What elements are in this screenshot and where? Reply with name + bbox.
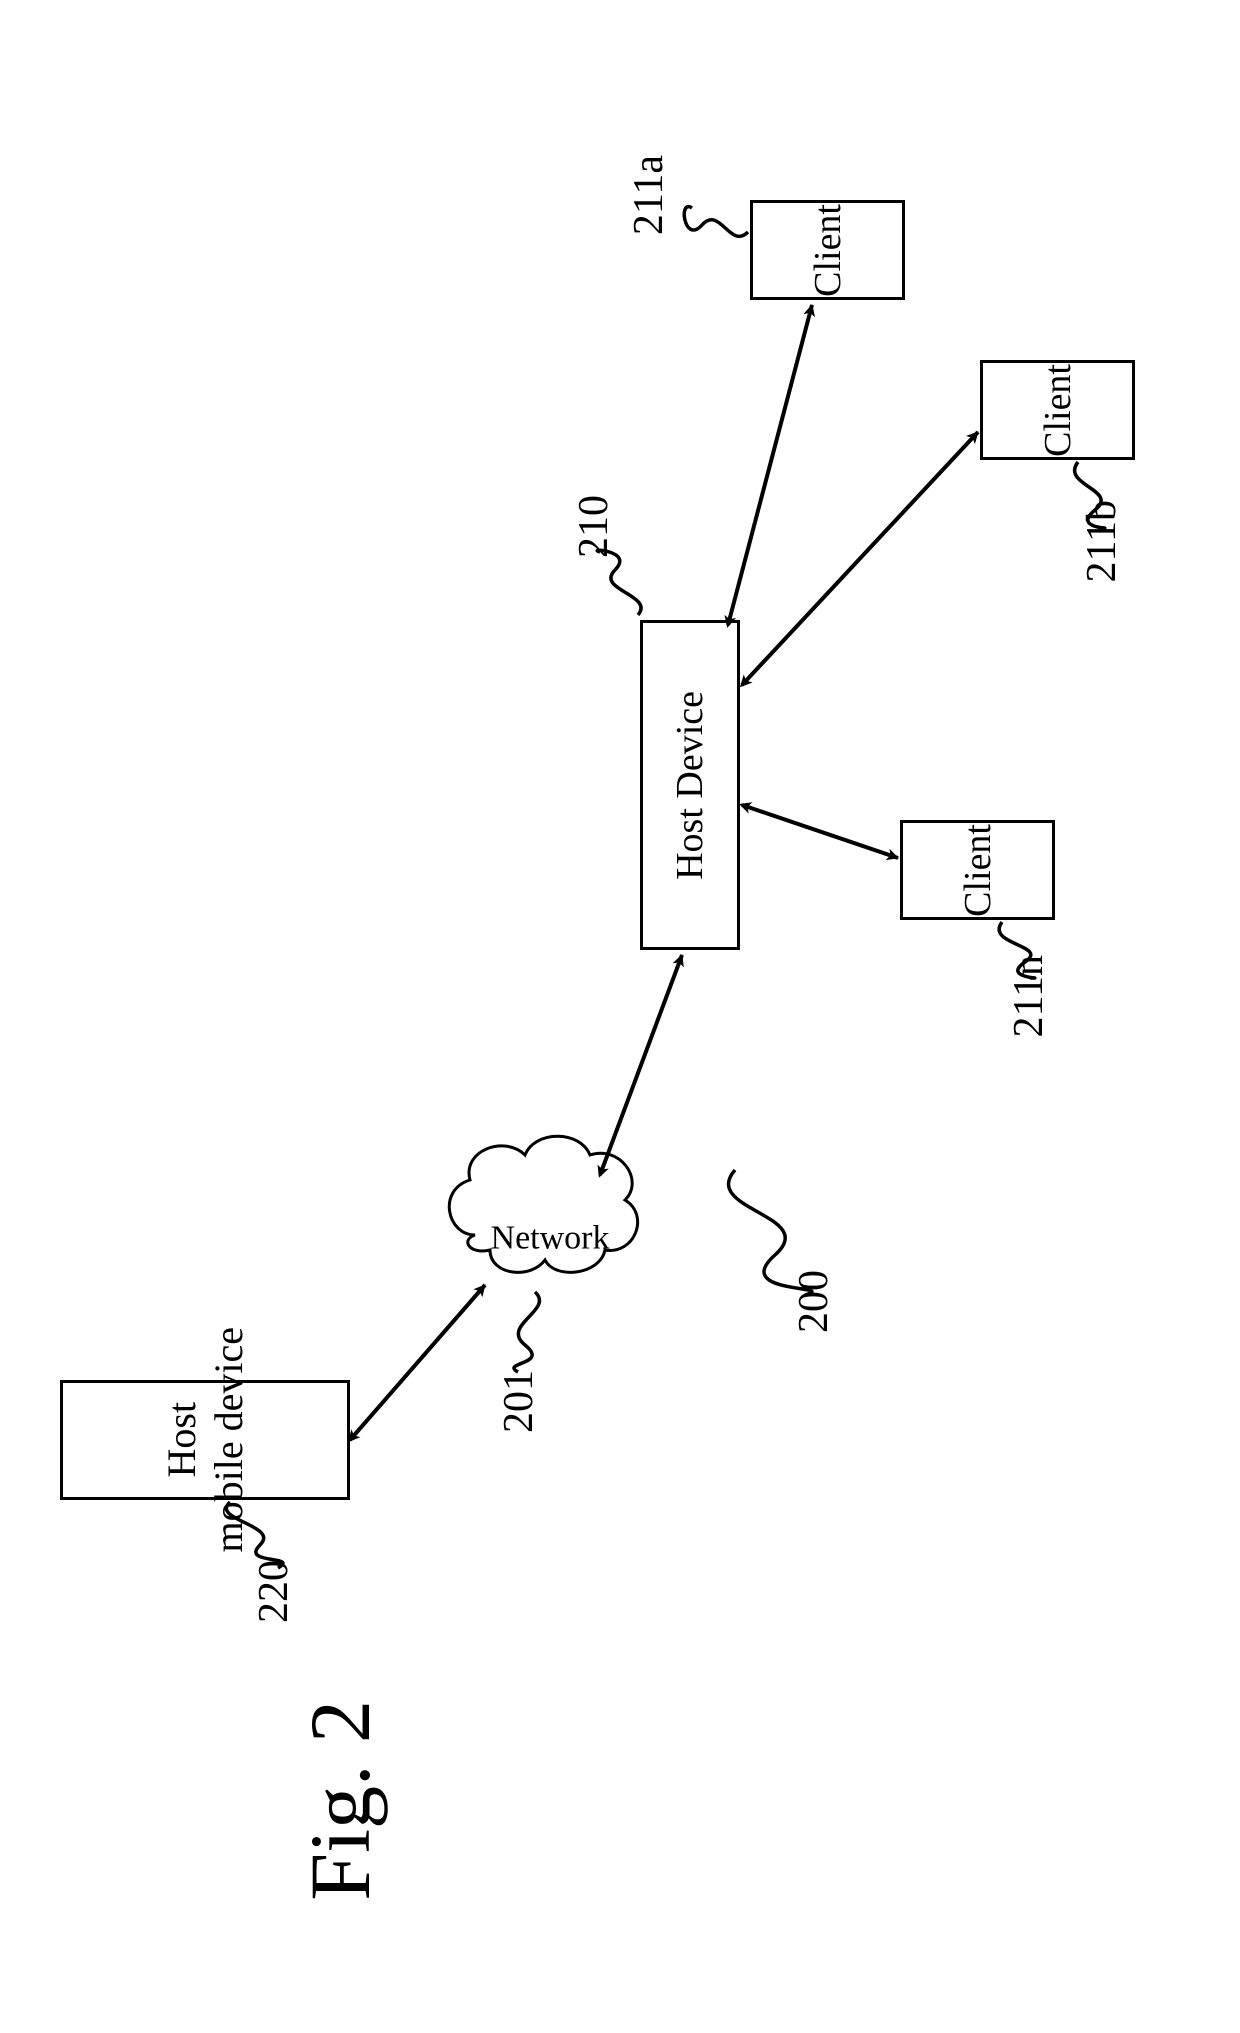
node-client-b: Client — [980, 360, 1135, 460]
edge-hostdevice-client-b — [742, 432, 978, 685]
ref-200: 200 — [790, 1270, 838, 1344]
node-client-a: Client — [750, 200, 905, 300]
edge-hostdevice-client-n — [742, 805, 898, 858]
ref-211a: 211a — [625, 155, 673, 246]
edge-network-hostdevice — [600, 955, 682, 1175]
leader-201 — [514, 1292, 539, 1372]
leader-211a — [684, 207, 748, 237]
ref-220: 220 — [250, 1560, 298, 1634]
node-client-a-label: Client — [806, 204, 850, 297]
node-network: Network — [449, 1136, 637, 1272]
ref-211b: 211b — [1078, 500, 1126, 593]
edge-hostdevice-client-a — [728, 305, 812, 625]
node-host-mobile: Hostmobile device — [60, 1380, 350, 1500]
ref-201: 201 — [495, 1370, 543, 1444]
ref-211n: 211n — [1005, 955, 1053, 1048]
figure-canvas: Hostmobile device Host Device Client Cli… — [0, 0, 1240, 2033]
node-client-b-label: Client — [1036, 364, 1080, 457]
node-host-mobile-label: Hostmobile device — [158, 1327, 252, 1552]
connector-overlay: Network — [0, 0, 1240, 2033]
node-client-n: Client — [900, 820, 1055, 920]
network-label-text: Network — [491, 1220, 610, 1257]
ref-210: 210 — [570, 495, 618, 569]
edge-hostmobile-network — [350, 1285, 485, 1440]
node-host-device-label: Host Device — [668, 691, 712, 880]
node-host-device: Host Device — [640, 620, 740, 950]
node-network-label: Network — [491, 1220, 610, 1257]
figure-caption: Fig. 2 — [290, 1700, 390, 1922]
node-client-n-label: Client — [956, 824, 1000, 917]
